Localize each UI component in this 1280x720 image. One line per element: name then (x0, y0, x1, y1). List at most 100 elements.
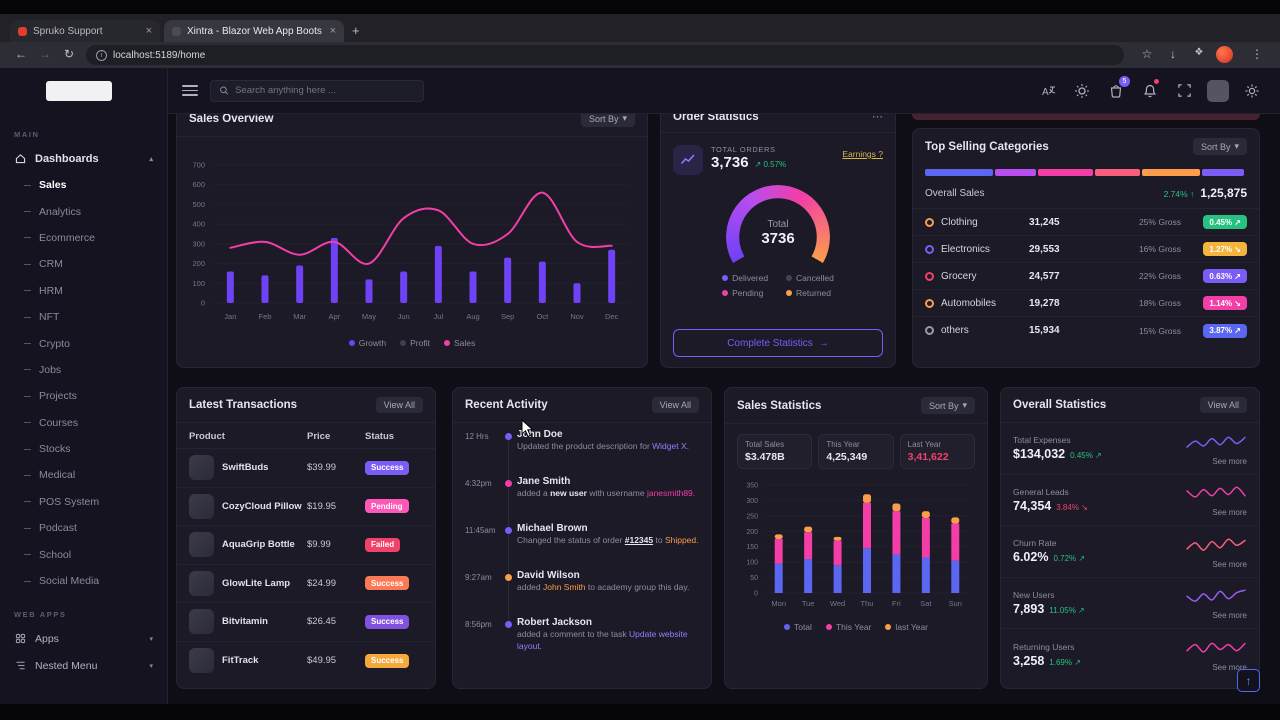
sidebar-item-jobs[interactable]: Jobs (0, 357, 167, 383)
category-value: 19,278 (1029, 297, 1060, 309)
category-name: Automobiles (941, 297, 997, 309)
activity-link[interactable]: Update website layout. (517, 629, 688, 651)
fullscreen-icon[interactable] (1170, 77, 1198, 105)
new-tab-icon[interactable]: + (352, 23, 360, 38)
stat-value: 6.02% (1013, 550, 1049, 565)
category-row[interactable]: others 15,934 15% Gross 3.87% ↗ (913, 317, 1259, 344)
activity-link[interactable]: John Smith (543, 582, 586, 592)
sidebar-item-nested-menu[interactable]: Nested Menu ▾ (0, 652, 167, 679)
search-input[interactable] (235, 85, 415, 96)
activity-text-part: added a (517, 488, 551, 498)
sidebar-item-nft[interactable]: NFT (0, 304, 167, 330)
stat-label: Total Expenses (1013, 435, 1071, 446)
address-bar[interactable]: i localhost:5189/home (86, 45, 1124, 65)
activity-text-strong: new user (550, 488, 587, 498)
site-info-icon[interactable]: i (96, 49, 107, 61)
svg-text:100: 100 (746, 560, 758, 567)
sparkline-chart (1186, 486, 1246, 498)
app-root: MAIN Dashboards ▴ Sales Analytics Ecomme… (0, 68, 1280, 704)
sidebar-item-dashboards[interactable]: Dashboards ▴ (0, 145, 167, 172)
bookmark-star-icon[interactable]: ☆ (1141, 47, 1153, 61)
reload-icon[interactable]: ↻ (63, 47, 75, 61)
svg-text:150: 150 (746, 544, 758, 551)
extensions-icon[interactable]: ❖ (1194, 47, 1204, 58)
downloads-icon[interactable]: ↓ (1170, 47, 1176, 61)
view-all-button[interactable]: View All (651, 397, 699, 413)
tab-close-icon[interactable]: × (329, 25, 336, 37)
sidebar-item-podcast[interactable]: Podcast (0, 515, 167, 541)
theme-sun-icon[interactable] (1068, 77, 1096, 105)
card-title: Order Statistics (673, 114, 759, 123)
browser-tab-xintra[interactable]: Xintra - Blazor Web App Boots × (164, 20, 344, 42)
status-badge: Failed (365, 537, 401, 552)
sidebar-item-hrm[interactable]: HRM (0, 278, 167, 304)
category-row[interactable]: Electronics 29,553 16% Gross 1.27% ↘ (913, 236, 1259, 263)
see-more-link[interactable]: See more (1212, 559, 1247, 569)
see-more-link[interactable]: See more (1212, 663, 1247, 673)
svg-text:0: 0 (754, 591, 758, 598)
table-row[interactable]: AquaGrip Bottle $9.99 Failed (177, 526, 435, 565)
sidebar-nav: MAIN Dashboards ▴ Sales Analytics Ecomme… (0, 114, 167, 704)
category-row[interactable]: Clothing 31,245 25% Gross 0.45% ↗ (913, 209, 1259, 236)
sidebar-item-ecommerce[interactable]: Ecommerce (0, 225, 167, 251)
view-all-button[interactable]: View All (1199, 397, 1247, 413)
user-avatar[interactable] (1204, 77, 1232, 105)
scroll-to-top-button[interactable]: ↑ (1237, 669, 1260, 692)
sidebar-item-school[interactable]: School (0, 541, 167, 567)
sort-by-button[interactable]: Sort By ▾ (920, 397, 975, 414)
category-badge: 0.45% ↗ (1203, 215, 1247, 229)
table-row[interactable]: SwiftBuds $39.99 Success (177, 449, 435, 488)
sales-overview-menu-button[interactable]: Sort By ▾ (580, 114, 635, 127)
sidebar-item-apps[interactable]: Apps ▾ (0, 625, 167, 652)
card-menu-icon[interactable]: ⋯ (872, 114, 883, 123)
app-logo[interactable] (46, 81, 112, 101)
activity-time: 8:56pm (465, 620, 492, 629)
sort-by-button[interactable]: Sort By ▾ (1192, 138, 1247, 155)
category-row[interactable]: Grocery 24,577 22% Gross 0.63% ↗ (913, 263, 1259, 290)
complete-statistics-button[interactable]: Complete Statistics → (673, 329, 883, 357)
sidebar-item-crm[interactable]: CRM (0, 251, 167, 277)
forward-icon[interactable]: → (39, 47, 51, 61)
table-row[interactable]: FitTrack $49.95 Success (177, 642, 435, 681)
sidebar-item-courses[interactable]: Courses (0, 410, 167, 436)
sidebar-item-social-media[interactable]: Social Media (0, 568, 167, 594)
notifications-bell-icon[interactable] (1136, 77, 1164, 105)
translate-icon[interactable]: A (1034, 77, 1062, 105)
activity-link[interactable]: Widget X. (652, 441, 689, 451)
earnings-link[interactable]: Earnings ? (842, 149, 883, 159)
tab-close-icon[interactable]: × (145, 25, 152, 37)
sidebar-item-stocks[interactable]: Stocks (0, 436, 167, 462)
table-row[interactable]: GlowLite Lamp $24.99 Success (177, 565, 435, 603)
stat-value: 4,25,349 (826, 451, 868, 463)
sidebar-item-projects[interactable]: Projects (0, 383, 167, 409)
hamburger-menu-icon[interactable] (182, 85, 198, 96)
browser-profile-avatar[interactable] (1216, 46, 1233, 63)
svg-text:Aug: Aug (466, 312, 479, 321)
svg-text:A: A (1042, 87, 1049, 98)
see-more-link[interactable]: See more (1212, 508, 1247, 518)
sidebar-item-label: HRM (39, 284, 63, 297)
activity-text: added a new user with username janesmith… (517, 488, 695, 500)
activity-link[interactable]: janesmith89. (646, 488, 696, 498)
sidebar-item-crypto[interactable]: Crypto (0, 330, 167, 356)
category-row[interactable]: Automobiles 19,278 18% Gross 1.14% ↘ (913, 290, 1259, 317)
settings-gear-icon[interactable] (1238, 77, 1266, 105)
activity-body: Robert Jackson added a comment to the ta… (517, 617, 701, 664)
sidebar-item-label: Dashboards (35, 152, 99, 165)
gauge-center-text: Total 3736 (726, 219, 830, 247)
browser-menu-icon[interactable]: ⋮ (1251, 47, 1263, 61)
view-all-button[interactable]: View All (375, 397, 423, 413)
search-box[interactable] (210, 79, 424, 102)
sidebar-item-pos-system[interactable]: POS System (0, 489, 167, 515)
see-more-link[interactable]: See more (1212, 456, 1247, 466)
cart-icon[interactable]: 5 (1102, 75, 1130, 105)
sidebar-item-sales[interactable]: Sales (0, 172, 167, 198)
order-link[interactable]: #12345 (624, 535, 654, 545)
sidebar-item-medical[interactable]: Medical (0, 462, 167, 488)
table-row[interactable]: CozyCloud Pillow $19.95 Pending (177, 488, 435, 526)
sidebar-item-analytics[interactable]: Analytics (0, 198, 167, 224)
back-icon[interactable]: ← (15, 47, 27, 61)
table-row[interactable]: Bitvitamin $26.45 Success (177, 603, 435, 642)
browser-tab-spruko[interactable]: Spruko Support × (10, 20, 160, 42)
see-more-link[interactable]: See more (1212, 611, 1247, 621)
